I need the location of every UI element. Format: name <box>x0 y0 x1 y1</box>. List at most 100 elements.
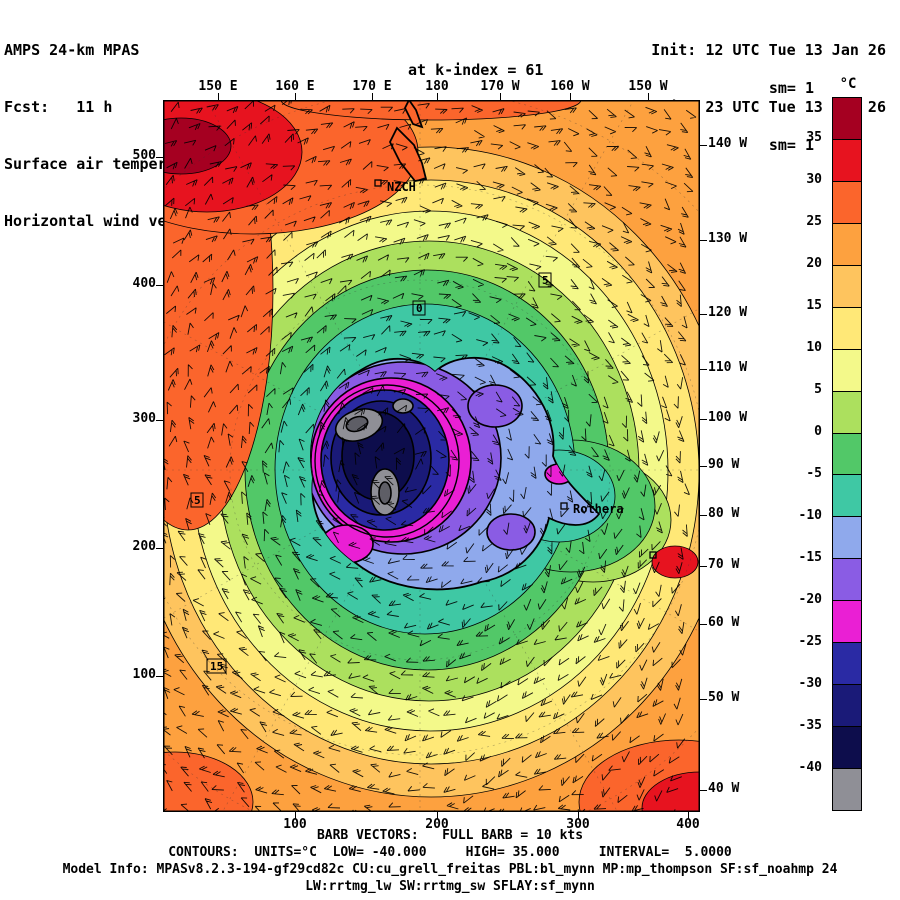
y-tick-label-left: 300 <box>132 411 156 426</box>
axis-tick <box>295 812 296 819</box>
y-tick-label-left: 200 <box>132 539 156 554</box>
colorbar-tick-label: 5 <box>814 382 822 397</box>
lon-tick-label-right: 130 W <box>708 231 748 246</box>
contour-label-box <box>190 492 204 508</box>
colorbar-segment <box>833 643 861 686</box>
colorbar-segment <box>833 223 861 266</box>
map-plot: NZCH Rothera 5 15 5 0 <box>0 40 850 900</box>
axis-tick <box>570 93 571 100</box>
colorbar-segment <box>833 685 861 728</box>
axis-tick <box>700 466 707 467</box>
model-info: Model Info: MPASv8.2.3-194-gf29cd82c CU:… <box>62 862 838 877</box>
smoothing-2: sm= 1 <box>768 136 814 154</box>
colorbar-segment <box>833 181 861 224</box>
colorbar-tick-label: -35 <box>798 718 822 733</box>
axis-tick <box>700 369 707 370</box>
y-tick-label-left: 400 <box>132 276 156 291</box>
axis-tick <box>156 420 163 421</box>
init-time: Init: 12 UTC Tue 13 Jan 26 <box>651 41 886 59</box>
axis-tick <box>578 812 579 819</box>
axis-tick <box>295 93 296 100</box>
colorbar-segment <box>833 559 861 602</box>
model-name: AMPS 24-km MPAS <box>4 41 140 59</box>
colorbar-tick-label: 10 <box>806 340 822 355</box>
map-annotations: NZCH Rothera 5 15 5 0 <box>190 179 657 674</box>
axis-tick <box>700 515 707 516</box>
lon-tick-label-top: 180 <box>425 79 449 94</box>
lon-tick-label-right: 110 W <box>708 360 748 375</box>
colorbar-tick-label: -25 <box>798 634 822 649</box>
cold-core-bands <box>311 361 574 564</box>
colorbar-segment <box>833 98 861 140</box>
contour-label: 15 <box>210 660 223 673</box>
map-area: NZCH Rothera 5 15 5 0 <box>0 40 850 900</box>
axis-tick <box>688 812 689 819</box>
lon-tick-label-top: 160 E <box>275 79 315 94</box>
colorbar-segment <box>833 265 861 308</box>
colorbar-tick-label: -5 <box>806 466 822 481</box>
colorbar-title: °C <box>839 76 857 92</box>
colorbar-segment <box>833 433 861 476</box>
header-smoothing: sm= 1 sm= 1 <box>769 41 814 193</box>
colorbar-segment <box>833 475 861 518</box>
colorbar-segment <box>833 769 861 810</box>
contour-label-box <box>412 300 426 316</box>
y-tick-label-left: 100 <box>132 667 156 682</box>
contour-label: 5 <box>542 274 549 287</box>
wind-barbs <box>154 97 697 822</box>
lon-tick-label-right: 90 W <box>708 457 740 472</box>
axis-tick <box>500 93 501 100</box>
colorbar-segment <box>833 601 861 644</box>
place-label: NZCH <box>387 180 416 194</box>
axis-tick <box>372 93 373 100</box>
axis-tick <box>700 566 707 567</box>
lon-tick-label-right: 40 W <box>708 781 740 796</box>
map-border <box>163 100 700 812</box>
contour-legend: CONTOURS: UNITS=°C LOW= -40.000 HIGH= 35… <box>168 845 732 860</box>
lon-tick-label-top: 160 W <box>550 79 590 94</box>
smoothing-1: sm= 1 <box>768 79 814 97</box>
colorbar-tick-label: -20 <box>798 592 822 607</box>
colorbar-tick-label: -10 <box>798 508 822 523</box>
contour-label: 5 <box>194 494 201 507</box>
colorbar-tick-label: -40 <box>798 760 822 775</box>
k-index-label: at k-index = 61 <box>408 61 544 79</box>
station-marker <box>560 502 568 510</box>
lon-tick-label-top: 170 W <box>480 79 520 94</box>
place-label: Rothera <box>573 502 624 516</box>
axis-tick <box>700 790 707 791</box>
lon-tick-label-right: 80 W <box>708 506 740 521</box>
axis-tick <box>437 93 438 100</box>
lon-tick-label-right: 70 W <box>708 557 740 572</box>
colorbar-tick-label: 0 <box>814 424 822 439</box>
lon-tick-label-right: 50 W <box>708 690 740 705</box>
colorbar-segment <box>833 139 861 182</box>
contour-label: 0 <box>416 302 423 315</box>
colorbar-tick-label: 25 <box>806 214 822 229</box>
forecast-hour: Fcst: 11 h <box>4 98 113 116</box>
colorbar-segment <box>833 349 861 392</box>
axis-tick <box>700 240 707 241</box>
barb-legend: BARB VECTORS: FULL BARB = 10 kts <box>316 828 584 843</box>
colorbar-segment <box>833 391 861 434</box>
axis-tick <box>700 419 707 420</box>
colorbar <box>832 97 862 811</box>
colorbar-tick-label: -15 <box>798 550 822 565</box>
colorbar-tick-label: -30 <box>798 676 822 691</box>
axis-tick <box>156 548 163 549</box>
axis-tick <box>156 285 163 286</box>
contour-label-box <box>206 658 227 674</box>
axis-tick <box>437 812 438 819</box>
model-physics: LW:rrtmg_lw SW:rrtmg_sw SFLAY:sf_mynn <box>305 879 595 894</box>
axis-tick <box>156 676 163 677</box>
contour-label-box <box>538 272 552 288</box>
colorbar-segment <box>833 517 861 560</box>
lon-tick-label-right: 100 W <box>708 410 748 425</box>
colorbar-tick-label: 20 <box>806 256 822 271</box>
axis-tick <box>700 699 707 700</box>
colorbar-segment <box>833 727 861 769</box>
axis-tick <box>700 624 707 625</box>
station-marker <box>649 551 657 559</box>
axis-tick <box>218 93 219 100</box>
